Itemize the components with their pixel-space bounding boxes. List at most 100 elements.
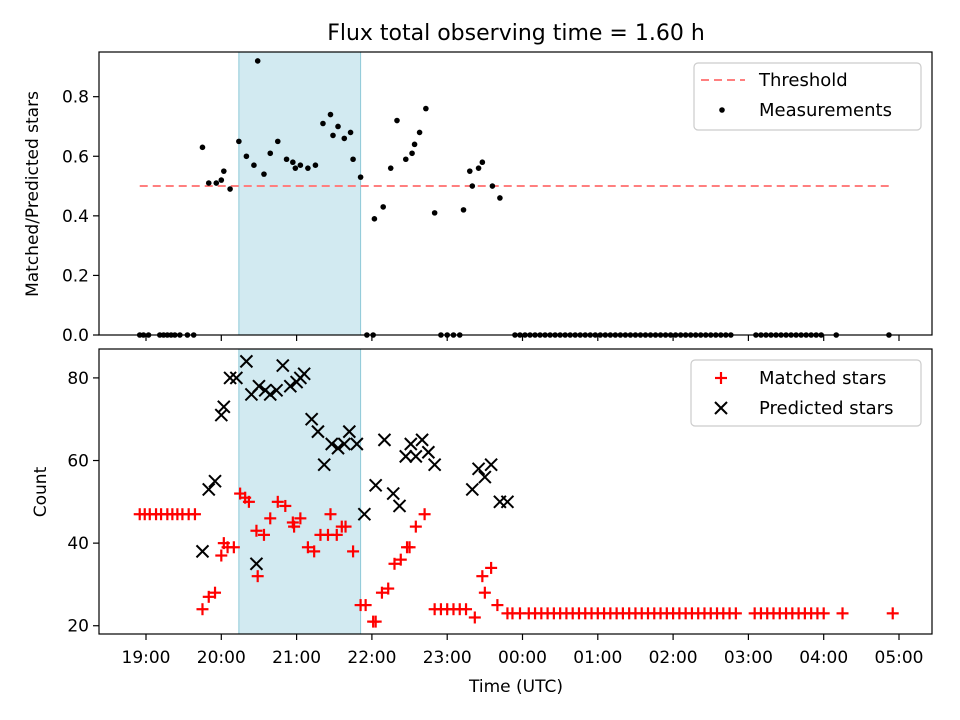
legend-predicted-swatch [714,401,728,415]
predicted-star-point [297,367,311,381]
measurement-point [416,129,423,136]
measurement-point [236,138,242,145]
x-tick-label: 23:00 [423,648,472,668]
matched-star-point [209,586,222,599]
matched-star-point [339,520,352,533]
predicted-star-point [392,499,407,513]
predicted-star-point [252,379,266,393]
predicted-star-point [484,457,498,472]
measurement-point [283,156,290,163]
matched-star-point [251,570,264,583]
bottom-y-ticks: 20 40 60 80 [67,369,99,637]
matched-star-point [817,607,830,620]
matched-star-point [347,545,360,558]
measurement-point [357,174,364,180]
x-axis-label: Time (UTC) [468,677,563,697]
matched-star-point [271,495,284,508]
measurement-point [330,132,336,139]
legend-predicted-label: Predicted stars [759,398,893,419]
predicted-star-point [427,457,442,472]
top-y-tick-label: 0.2 [62,266,89,286]
bottom-y-tick-label: 80 [67,369,89,389]
legend-matched-label: Matched stars [759,368,886,389]
top-shaded-interval [238,51,362,336]
matched-star-point [330,528,343,541]
x-tick-label: 02:00 [649,648,698,668]
matched-star-point [468,611,481,624]
matched-star-point [324,508,337,521]
x-tick-label: 22:00 [347,648,396,668]
matched-star-point [382,582,395,595]
predicted-star-point [317,457,331,472]
measurement-point [479,159,486,166]
measurement-point [312,162,319,168]
bottom-y-tick-label: 40 [67,534,89,554]
top-axes-frame [98,51,933,336]
matched-star-point [264,512,277,525]
measurement-point [254,58,261,64]
predicted-star-point [249,557,264,571]
measurement-point [402,156,409,163]
measurement-point [261,171,267,177]
predicted-star-point [325,437,339,451]
measurement-point [327,111,334,118]
measurement-point [380,204,386,210]
measurement-point [489,183,496,189]
matched-star-point [485,561,498,574]
measurement-point [394,117,400,124]
predicted-star-point [217,400,231,414]
top-y-tick-label: 0.8 [62,88,89,108]
matched-star-point [196,603,209,616]
measurement-point [199,144,206,151]
predicted-star-point [342,424,357,439]
measurement-point [290,159,296,166]
predicted-star-point [283,379,298,393]
chart-title: Flux total observing time = 1.60 h [327,21,705,46]
measurement-point [305,165,311,171]
predicted-star-point [263,387,277,402]
matched-star-point [359,599,372,612]
predicted-star-point [357,507,372,521]
measurement-point [320,120,326,127]
bottom-panel: 20 40 60 80 19:00 20:00 21:00 22:00 23:00 00:00 0… [31,348,933,697]
matched-star-point [409,520,422,533]
matched-star-point [242,495,255,508]
matched-star-point [308,545,321,558]
matched-star-point [188,508,201,521]
measurement-point [350,156,356,163]
measurement-point [409,150,415,157]
measurement-point [274,138,281,145]
matched-star-point [478,586,491,599]
predicted-star-point [415,433,429,447]
measurement-point [431,210,438,216]
matched-star-point [836,607,849,620]
predicted-star-point [409,449,423,464]
top-legend-box [693,62,922,131]
top-y-axis-label: Matched/Predicted stars [23,91,43,297]
x-tick-label: 01:00 [573,648,622,668]
measurement-point [423,105,429,112]
measurement-point [227,186,233,192]
predicted-star-point [202,482,216,497]
predicted-star-point [478,470,492,484]
measurement-point [213,180,220,186]
top-x-ticks [145,335,900,341]
measurement-point [221,168,227,174]
measurement-point [267,150,274,157]
top-legend: Threshold Measurements [693,62,922,131]
measurement-point [466,168,473,174]
predicted-star-point [269,383,284,398]
bottom-y-tick-label: 20 [67,617,89,637]
predicted-star-point [208,474,222,488]
predicted-star-point [331,441,345,455]
predicted-star-point [229,371,244,385]
top-y-tick-label: 0.0 [62,326,89,346]
measurement-point [243,153,250,160]
x-tick-label: 21:00 [272,648,321,668]
matched-star-point [215,549,228,562]
bottom-y-axis-label: Count [31,466,51,517]
bottom-legend: Matched stars Predicted stars [690,359,922,427]
matched-star-point [250,524,263,537]
bottom-axes-frame [98,348,933,635]
measurement-point [497,195,503,201]
